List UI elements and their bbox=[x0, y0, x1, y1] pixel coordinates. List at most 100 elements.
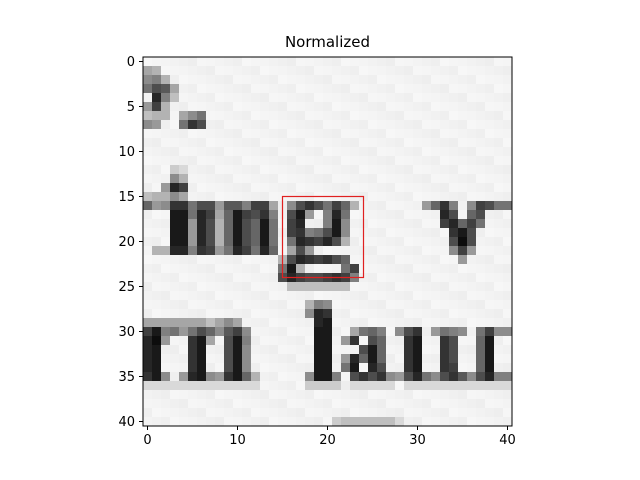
heatmap-cell bbox=[422, 363, 432, 373]
heatmap-cell bbox=[359, 300, 369, 310]
heatmap-cell bbox=[413, 363, 423, 373]
y-tick-label: 40 bbox=[118, 415, 135, 430]
heatmap-cell bbox=[404, 57, 414, 67]
heatmap-cell bbox=[260, 93, 270, 103]
heatmap-cell bbox=[458, 201, 468, 211]
heatmap-cell bbox=[503, 174, 513, 184]
heatmap-cell bbox=[179, 210, 189, 220]
heatmap-cell bbox=[368, 372, 378, 382]
heatmap-cell bbox=[386, 408, 396, 418]
heatmap-cell bbox=[161, 408, 171, 418]
heatmap-cell bbox=[413, 264, 423, 274]
heatmap-cell bbox=[224, 345, 234, 355]
heatmap-cell bbox=[152, 102, 162, 112]
heatmap-cell bbox=[242, 309, 252, 319]
heatmap-cell bbox=[377, 309, 387, 319]
heatmap-cell bbox=[215, 228, 225, 238]
heatmap-cell bbox=[179, 345, 189, 355]
heatmap-cell bbox=[467, 165, 477, 175]
heatmap-cell bbox=[224, 336, 234, 346]
heatmap-cell bbox=[296, 246, 306, 256]
heatmap-cell bbox=[152, 291, 162, 301]
heatmap-cell bbox=[413, 408, 423, 418]
heatmap-cell bbox=[494, 336, 504, 346]
heatmap-cell bbox=[305, 354, 315, 364]
heatmap-cell bbox=[233, 291, 243, 301]
heatmap-cell bbox=[305, 318, 315, 328]
heatmap-cell bbox=[431, 156, 441, 166]
heatmap-cell bbox=[179, 219, 189, 229]
heatmap-cell bbox=[476, 120, 486, 130]
heatmap-cell bbox=[233, 237, 243, 247]
heatmap-cell bbox=[242, 273, 252, 283]
heatmap-cell bbox=[143, 129, 153, 139]
heatmap-cell bbox=[224, 246, 234, 256]
heatmap-cell bbox=[503, 417, 513, 427]
heatmap-cell bbox=[386, 390, 396, 400]
heatmap-cell bbox=[449, 219, 459, 229]
heatmap-cell bbox=[206, 399, 216, 409]
heatmap-cell bbox=[287, 102, 297, 112]
heatmap-cell bbox=[368, 102, 378, 112]
heatmap-cell bbox=[287, 111, 297, 121]
heatmap-cells bbox=[143, 57, 513, 427]
heatmap-cell bbox=[260, 381, 270, 391]
heatmap-cell bbox=[233, 327, 243, 337]
heatmap-cell bbox=[404, 129, 414, 139]
heatmap-cell bbox=[458, 363, 468, 373]
heatmap-cell bbox=[341, 75, 351, 85]
heatmap-cell bbox=[161, 156, 171, 166]
heatmap-cell bbox=[494, 264, 504, 274]
heatmap-cell bbox=[152, 399, 162, 409]
heatmap-cell bbox=[269, 201, 279, 211]
heatmap-cell bbox=[269, 246, 279, 256]
heatmap-cell bbox=[269, 264, 279, 274]
heatmap-cell bbox=[386, 129, 396, 139]
heatmap-cell bbox=[494, 201, 504, 211]
heatmap-cell bbox=[377, 111, 387, 121]
heatmap-cell bbox=[494, 57, 504, 67]
heatmap-cell bbox=[314, 84, 324, 94]
heatmap-cell bbox=[404, 327, 414, 337]
heatmap-cell bbox=[485, 111, 495, 121]
heatmap-cell bbox=[494, 228, 504, 238]
heatmap-cell bbox=[215, 102, 225, 112]
heatmap-cell bbox=[386, 372, 396, 382]
heatmap-cell bbox=[431, 84, 441, 94]
heatmap-cell bbox=[269, 228, 279, 238]
heatmap-cell bbox=[260, 390, 270, 400]
heatmap-cell bbox=[395, 390, 405, 400]
heatmap-cell bbox=[386, 192, 396, 202]
heatmap-cell bbox=[251, 111, 261, 121]
heatmap-cell bbox=[287, 318, 297, 328]
heatmap-cell bbox=[476, 93, 486, 103]
heatmap-cell bbox=[188, 408, 198, 418]
heatmap-cell bbox=[368, 120, 378, 130]
heatmap-cell bbox=[197, 84, 207, 94]
heatmap-cell bbox=[224, 390, 234, 400]
heatmap-cell bbox=[404, 372, 414, 382]
heatmap-cell bbox=[494, 399, 504, 409]
heatmap-cell bbox=[377, 345, 387, 355]
heatmap-cell bbox=[467, 75, 477, 85]
heatmap-cell bbox=[494, 156, 504, 166]
heatmap-cell bbox=[287, 282, 297, 292]
heatmap-cell bbox=[413, 210, 423, 220]
heatmap-cell bbox=[269, 192, 279, 202]
heatmap-cell bbox=[260, 57, 270, 67]
highlight-box bbox=[281, 195, 365, 279]
heatmap-cell bbox=[296, 201, 306, 211]
heatmap-cell bbox=[323, 165, 333, 175]
heatmap-cell bbox=[242, 345, 252, 355]
heatmap-cell bbox=[287, 156, 297, 166]
heatmap-cell bbox=[332, 111, 342, 121]
heatmap-cell bbox=[287, 219, 297, 229]
heatmap-cell bbox=[368, 408, 378, 418]
heatmap-cell bbox=[440, 363, 450, 373]
heatmap-cell bbox=[278, 102, 288, 112]
heatmap-cell bbox=[278, 372, 288, 382]
heatmap-cell bbox=[296, 327, 306, 337]
heatmap-cell bbox=[287, 57, 297, 67]
heatmap-cell bbox=[458, 318, 468, 328]
heatmap-cell bbox=[197, 399, 207, 409]
